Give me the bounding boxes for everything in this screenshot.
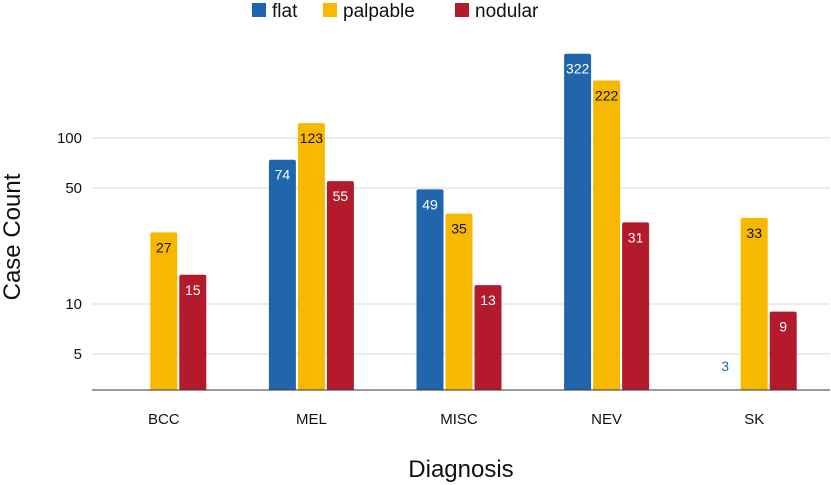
x-tick-label: MEL xyxy=(296,411,327,428)
bar-nodular-misc xyxy=(474,285,502,390)
y-tick-label: 5 xyxy=(74,346,82,363)
bar-palpable-mel xyxy=(297,123,325,391)
data-label: 27 xyxy=(156,239,172,255)
legend-label-palpable: palpable xyxy=(343,1,415,22)
x-tick-label: SK xyxy=(744,411,764,428)
y-axis-title: Case Count xyxy=(0,173,26,300)
data-label: 31 xyxy=(628,229,644,245)
bar-palpable-bcc xyxy=(150,232,178,390)
y-tick-label: 100 xyxy=(57,130,82,147)
data-label: 123 xyxy=(300,130,324,146)
x-tick-label: NEV xyxy=(591,411,622,428)
data-label: 222 xyxy=(595,88,619,104)
bar-palpable-misc xyxy=(445,213,473,390)
x-axis-title: Diagnosis xyxy=(408,456,513,483)
bars xyxy=(150,53,797,391)
x-tick-label: MISC xyxy=(440,411,478,428)
x-tick-label: BCC xyxy=(148,411,180,428)
data-label: 15 xyxy=(185,282,201,298)
y-tick-label: 10 xyxy=(65,296,82,313)
y-axis-ticks: 5 10 50 100 xyxy=(57,130,82,363)
data-label: 322 xyxy=(566,61,590,77)
bar-nodular-sk xyxy=(769,311,797,390)
bar-nodular-nev xyxy=(622,222,650,390)
data-label: 74 xyxy=(275,167,291,183)
data-label: 13 xyxy=(480,292,496,308)
x-axis-ticks: BCC MEL MISC NEV SK xyxy=(148,411,764,428)
bar-flat-misc xyxy=(416,189,444,390)
legend-label-nodular: nodular xyxy=(475,1,539,22)
legend-swatch-palpable xyxy=(323,3,337,17)
data-label: 35 xyxy=(451,221,467,237)
data-label: 9 xyxy=(779,319,787,335)
bar-nodular-mel xyxy=(326,181,354,390)
legend-swatch-nodular xyxy=(455,3,469,17)
y-tick-label: 50 xyxy=(65,180,82,197)
bar-flat-mel xyxy=(268,159,296,390)
data-label: 3 xyxy=(721,358,729,374)
bar-palpable-nev xyxy=(593,80,621,391)
data-label: 49 xyxy=(422,196,438,212)
legend: flat palpable nodular xyxy=(252,1,539,22)
bar-nodular-bcc xyxy=(179,274,207,390)
legend-label-flat: flat xyxy=(272,1,298,22)
bar-flat-nev xyxy=(564,53,592,391)
data-label: 33 xyxy=(746,225,762,241)
legend-swatch-flat xyxy=(252,3,266,17)
data-label: 55 xyxy=(333,188,349,204)
bar-palpable-sk xyxy=(740,217,768,390)
